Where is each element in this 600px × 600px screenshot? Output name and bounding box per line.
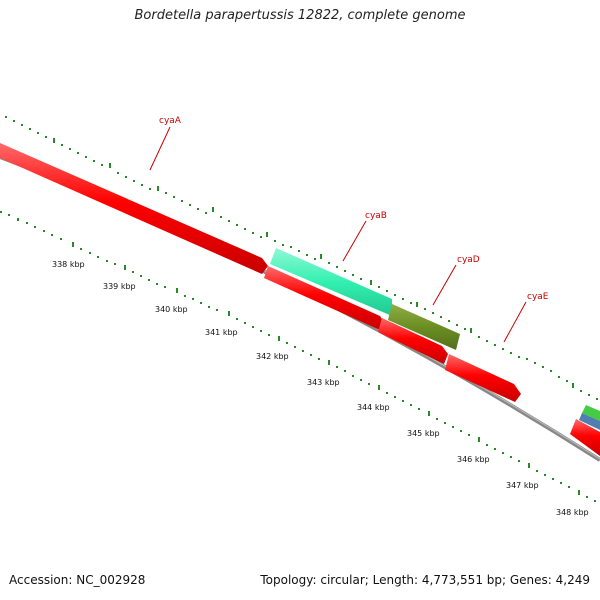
gene-cyaE[interactable] [445,354,521,402]
genome-summary-text: Topology: circular; Length: 4,773,551 bp… [260,573,590,587]
kbp-label: 347 kbp [506,481,539,490]
genome-backbone [0,155,600,462]
kbp-label: 345 kbp [407,429,440,438]
kbp-label: 342 kbp [256,352,289,361]
gene-cyaD[interactable] [388,304,460,350]
kbp-label: 341 kbp [205,328,238,337]
gene-cyaB[interactable] [270,248,392,316]
kbp-label: 338 kbp [52,260,85,269]
kbp-label: 343 kbp [307,378,340,387]
kbp-labels: 338 kbp 339 kbp 340 kbp 341 kbp 342 kbp … [52,260,589,517]
gene-label-cyaA: cyaA [159,116,182,126]
gene-label-cyaB: cyaB [365,211,387,221]
label-cyaE: cyaE [503,292,549,343]
kbp-label: 340 kbp [155,305,188,314]
gene-cyaA[interactable] [0,143,268,274]
kbp-label: 348 kbp [556,508,589,517]
gene-cyaC[interactable] [378,318,448,364]
gene-edge-right[interactable] [570,405,600,456]
map-title: Bordetella parapertussis 12822, complete… [134,8,466,23]
kbp-label: 344 kbp [357,403,390,412]
accession-text: Accession: NC_002928 [9,573,146,587]
gene-label-cyaD: cyaD [457,255,480,265]
label-cyaA: cyaA [149,116,182,171]
gene-cyaA-inner[interactable] [264,266,384,330]
kbp-label: 339 kbp [103,282,136,291]
outer-tick-track [5,116,598,400]
kbp-label: 346 kbp [457,455,490,464]
label-cyaD: cyaD [432,255,480,306]
gene-label-cyaE: cyaE [527,292,549,302]
label-cyaB: cyaB [342,211,387,262]
inner-ruler [0,211,596,502]
